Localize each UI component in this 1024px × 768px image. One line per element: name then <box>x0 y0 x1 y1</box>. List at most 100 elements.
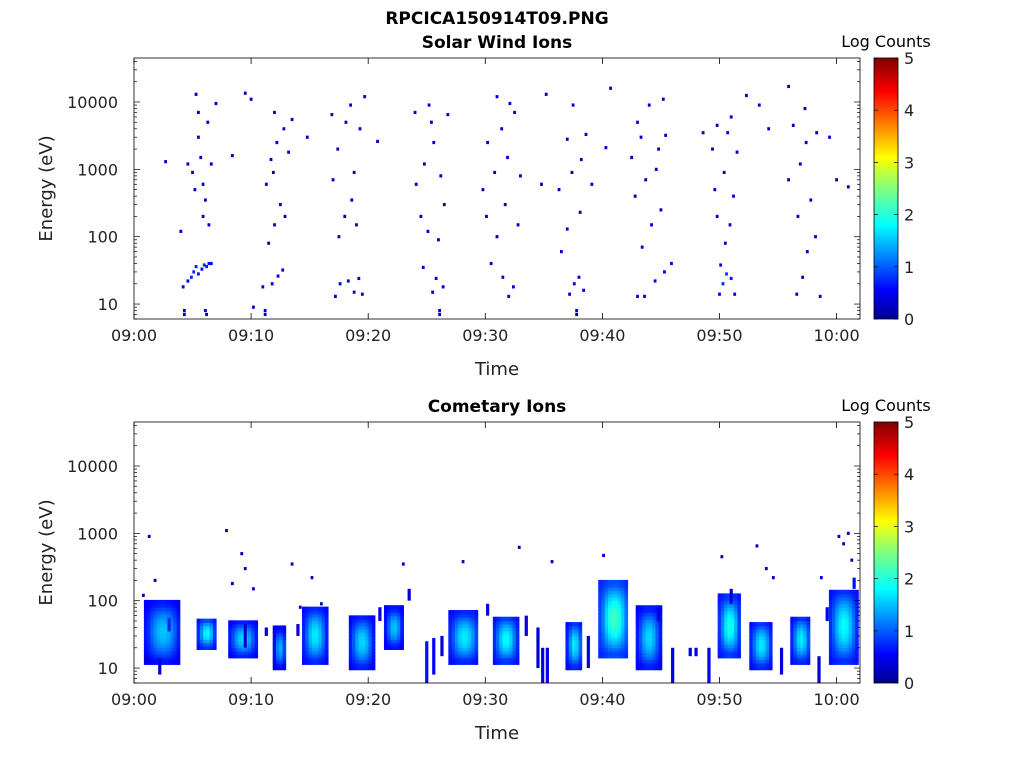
spectrogram-cell <box>658 649 663 654</box>
spectrogram-cell <box>324 640 329 645</box>
spectrogram-cell <box>315 630 319 635</box>
spectrogram-cell <box>575 649 579 654</box>
spectrogram-cell <box>604 616 609 622</box>
spectrogram-cell <box>173 599 178 605</box>
spectrogram-cell <box>397 615 401 620</box>
spectrogram-cell <box>212 632 217 637</box>
spectrogram-point <box>540 182 543 186</box>
spectrogram-cell <box>368 615 373 620</box>
spectrogram-point <box>640 245 644 249</box>
spectrogram-cell <box>150 630 155 635</box>
spectrogram-cell <box>648 662 653 667</box>
spectrogram-cell <box>796 636 801 642</box>
spectrogram-cell <box>324 650 329 655</box>
spectrogram-point <box>516 223 520 227</box>
spectrogram-cell <box>838 593 843 598</box>
spectrogram-cell <box>505 650 510 655</box>
spectrogram-cell <box>855 613 859 618</box>
spectrogram-cell <box>645 632 650 637</box>
spectrogram-cell <box>496 653 500 659</box>
spectrogram-cell <box>499 647 504 652</box>
spectrogram-cell <box>512 630 517 635</box>
spectrogram-cell <box>765 638 770 644</box>
spectrogram-cell <box>355 635 359 640</box>
spectrogram-cell <box>166 613 171 618</box>
spectrogram-point <box>560 250 563 254</box>
spectrogram-cell <box>247 627 252 632</box>
spectrogram-cell <box>608 583 612 588</box>
spectrogram-cell <box>832 599 836 605</box>
spectrogram-cell <box>851 657 856 662</box>
spectrogram-cell <box>720 653 725 659</box>
spectrogram-cell <box>397 642 401 647</box>
spectrogram-cell <box>311 633 316 638</box>
spectrogram-cell <box>572 649 576 654</box>
spectrogram-cell <box>196 635 201 640</box>
spectrogram-cell <box>624 593 629 598</box>
spectrogram-cell <box>471 643 475 649</box>
spectrogram-cell <box>749 625 753 630</box>
spectrogram-cell <box>565 638 570 644</box>
spectrogram-cell <box>241 640 245 645</box>
spectrogram-point <box>273 223 276 227</box>
spectrogram-cell <box>383 618 388 624</box>
spectrogram-cell <box>212 622 217 627</box>
spectrogram-cell <box>383 622 388 627</box>
spectrogram-cell <box>578 625 583 630</box>
spectrogram-cell <box>492 650 497 655</box>
spectrogram-cell <box>361 625 366 630</box>
spectrogram-cell <box>727 650 732 656</box>
spectrogram-cell <box>176 657 181 662</box>
spectrogram-cell <box>832 653 836 659</box>
spectrogram-cell <box>851 613 856 618</box>
spectrogram-cell <box>318 616 322 622</box>
spectrogram-cell <box>601 630 606 635</box>
spectrogram-cell <box>568 652 573 657</box>
spectrogram-cell <box>358 645 363 651</box>
spectrogram-cell <box>176 650 181 655</box>
spectrogram-cell <box>851 596 856 601</box>
spectrogram-cell <box>624 630 629 635</box>
spectrogram-cell <box>635 655 640 661</box>
spectrogram-cell <box>390 622 395 627</box>
spectrogram-cell <box>251 640 255 645</box>
spectrogram-cell <box>806 626 811 632</box>
spectrogram-cell <box>755 649 760 654</box>
spectrogram-cell <box>598 627 602 632</box>
spectrogram-cell <box>383 635 388 640</box>
spectrogram-cell <box>150 653 155 659</box>
spectrogram-cell <box>275 649 280 654</box>
spectrogram-cell <box>454 657 459 662</box>
spectrogram-cell <box>464 650 469 655</box>
spectrogram-cell <box>755 645 760 651</box>
spectrogram-cell <box>383 628 388 634</box>
spectrogram-cell <box>578 628 583 634</box>
spectrogram-cell <box>635 642 640 647</box>
spectrogram-point <box>147 534 151 539</box>
spectrogram-cell <box>624 596 629 602</box>
spectrogram-cell <box>737 616 741 622</box>
colorbar-tick-label: 0 <box>904 674 914 693</box>
spectrogram-point <box>787 178 790 182</box>
spectrogram-cell <box>717 643 722 649</box>
y-tick-label: 10 <box>98 659 118 678</box>
spectrogram-cell <box>624 653 629 659</box>
x-tick-label: 10:00 <box>814 690 860 709</box>
spectrogram-cell <box>752 655 757 661</box>
spectrogram-point <box>565 227 569 231</box>
colorbar <box>873 421 899 684</box>
spectrogram-cell <box>279 662 283 667</box>
colorbar-label: Log Counts <box>841 32 931 51</box>
spectrogram-cell <box>254 643 259 649</box>
spectrogram-cell <box>505 620 510 625</box>
spectrogram-cell <box>752 622 757 627</box>
spectrogram-cell <box>800 636 804 642</box>
spectrogram-cell <box>393 628 398 634</box>
spectrogram-point <box>427 103 431 107</box>
spectrogram-cell <box>390 611 395 617</box>
spectrogram-point <box>243 566 247 571</box>
spectrogram-point <box>240 552 244 556</box>
spectrogram-cell <box>855 623 859 628</box>
spectrogram-cell <box>848 603 853 608</box>
spectrogram-cell <box>851 599 856 605</box>
